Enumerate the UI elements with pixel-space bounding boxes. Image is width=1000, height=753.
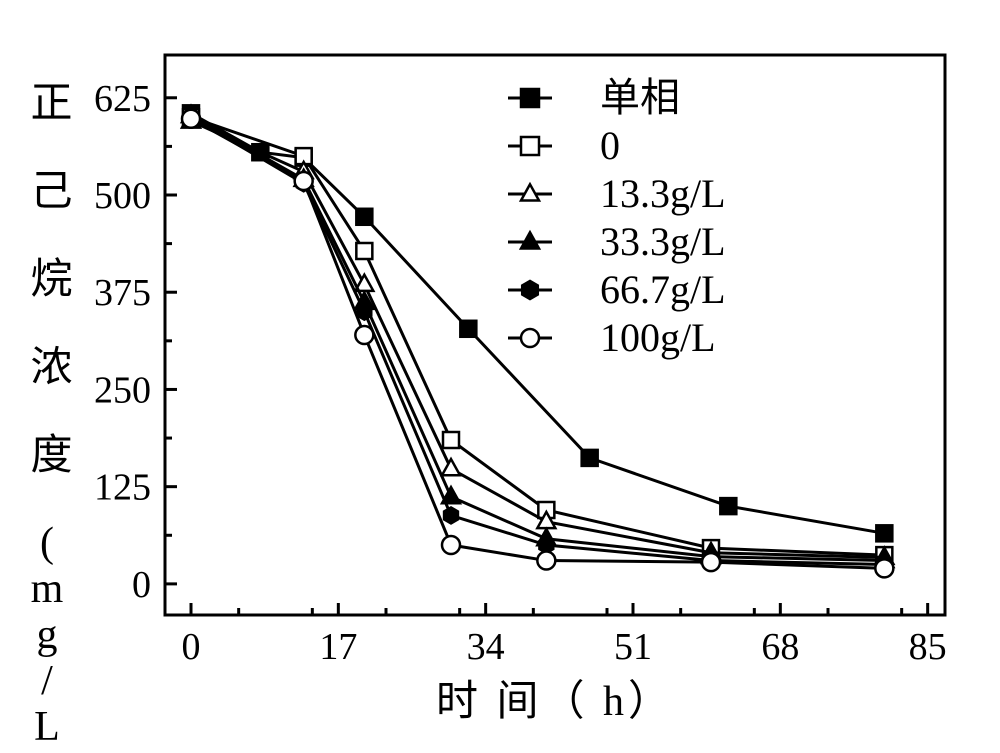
legend-label: 13.3g/L	[600, 171, 726, 216]
x-tick-label: 17	[319, 626, 357, 668]
legend: 单相013.3g/L33.3g/L66.7g/L100g/L	[508, 75, 726, 360]
y-tick-label: 500	[94, 175, 151, 217]
legend-label: 单相	[600, 75, 680, 120]
y-axis-title: 正 己 烷 浓 度 (mg/L)	[24, 80, 71, 753]
x-axis-title: 时 间（ h）	[436, 679, 674, 725]
legend-label: 33.3g/L	[600, 219, 726, 264]
y-tick-label: 625	[94, 78, 151, 120]
y-tick-label: 125	[94, 467, 151, 509]
legend-label: 0	[600, 123, 620, 168]
x-tick-label: 51	[614, 626, 652, 668]
x-tick-label: 85	[909, 626, 947, 668]
chart-svg: 0 17 34 51 68 85 0 125 250 375 500 625 时 间（ h） 正 己 烷 …	[0, 0, 1000, 753]
y-tick-label: 250	[94, 369, 151, 411]
y-tick-label: 375	[94, 272, 151, 314]
chart-container: 0 17 34 51 68 85 0 125 250 375 500 625 时 间（ h） 正 己 烷 …	[0, 0, 1000, 753]
x-tick-label: 34	[467, 626, 505, 668]
legend-label: 66.7g/L	[600, 267, 726, 312]
x-tick-label: 0	[182, 626, 201, 668]
legend-label: 100g/L	[600, 315, 716, 360]
y-tick-label: 0	[132, 564, 151, 606]
x-tick-label: 68	[761, 626, 799, 668]
